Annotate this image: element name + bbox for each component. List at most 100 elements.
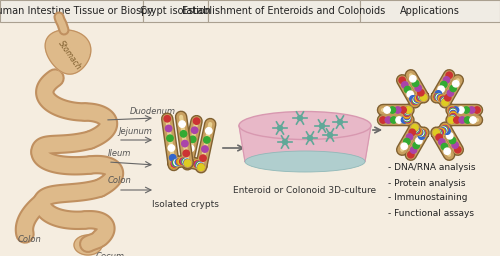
Text: Human Intestine Tissue or Biospy: Human Intestine Tissue or Biospy: [0, 6, 154, 16]
Circle shape: [442, 98, 448, 104]
Circle shape: [438, 129, 444, 135]
Circle shape: [435, 91, 442, 97]
Circle shape: [407, 91, 414, 98]
Circle shape: [404, 110, 410, 116]
Circle shape: [418, 94, 425, 100]
Text: Applications: Applications: [400, 6, 460, 16]
Circle shape: [404, 86, 410, 93]
Circle shape: [180, 131, 186, 137]
Circle shape: [434, 94, 441, 100]
Text: Colon: Colon: [108, 176, 132, 185]
Circle shape: [412, 125, 418, 131]
Circle shape: [328, 133, 332, 137]
Circle shape: [182, 158, 188, 165]
Circle shape: [442, 124, 448, 131]
Circle shape: [452, 142, 458, 148]
Circle shape: [404, 108, 410, 114]
Circle shape: [298, 115, 302, 121]
Circle shape: [444, 148, 450, 154]
Circle shape: [278, 125, 282, 131]
Circle shape: [414, 127, 420, 134]
Circle shape: [450, 114, 456, 121]
Circle shape: [396, 117, 402, 123]
Circle shape: [413, 142, 420, 149]
Circle shape: [172, 160, 178, 167]
Circle shape: [442, 125, 448, 131]
Polygon shape: [45, 30, 91, 74]
Circle shape: [449, 107, 456, 114]
Circle shape: [186, 154, 192, 161]
Circle shape: [402, 117, 407, 123]
Circle shape: [444, 128, 450, 134]
Circle shape: [380, 117, 386, 123]
Circle shape: [412, 126, 418, 132]
Circle shape: [468, 107, 475, 113]
Ellipse shape: [245, 151, 365, 172]
Circle shape: [412, 99, 418, 105]
Circle shape: [446, 133, 453, 139]
Text: - DNA/RNA analysis: - DNA/RNA analysis: [388, 164, 476, 173]
Circle shape: [192, 161, 199, 167]
Circle shape: [183, 159, 190, 165]
Circle shape: [420, 94, 427, 101]
Circle shape: [204, 137, 210, 143]
Circle shape: [171, 161, 177, 167]
Circle shape: [448, 107, 455, 113]
Circle shape: [404, 116, 411, 123]
Text: - Functional assays: - Functional assays: [388, 208, 474, 218]
Circle shape: [433, 130, 440, 136]
Circle shape: [454, 117, 460, 123]
Circle shape: [412, 98, 418, 105]
Circle shape: [440, 128, 446, 134]
Circle shape: [416, 95, 422, 101]
Text: Establishment of Enteroids and Colonoids: Establishment of Enteroids and Colonoids: [182, 6, 386, 16]
Circle shape: [178, 158, 184, 165]
Circle shape: [282, 140, 288, 144]
Circle shape: [200, 155, 206, 161]
Circle shape: [434, 94, 440, 100]
Circle shape: [412, 99, 418, 105]
Circle shape: [176, 158, 183, 165]
Text: Duodenum: Duodenum: [130, 107, 176, 116]
Circle shape: [450, 116, 456, 122]
Circle shape: [194, 161, 200, 167]
Circle shape: [442, 143, 448, 150]
Circle shape: [404, 116, 410, 122]
Polygon shape: [74, 235, 102, 255]
Circle shape: [184, 159, 190, 166]
Circle shape: [418, 130, 424, 136]
Circle shape: [446, 72, 452, 78]
Circle shape: [452, 81, 459, 87]
Circle shape: [420, 94, 426, 100]
Circle shape: [390, 117, 397, 123]
Circle shape: [186, 160, 192, 166]
Circle shape: [399, 77, 406, 83]
Bar: [0, 0, 142, 22]
Circle shape: [190, 160, 196, 166]
Circle shape: [439, 95, 446, 102]
Circle shape: [440, 127, 447, 133]
Circle shape: [444, 77, 450, 83]
Circle shape: [413, 127, 420, 133]
Polygon shape: [239, 125, 371, 162]
Circle shape: [404, 138, 410, 145]
Text: Cecum: Cecum: [96, 252, 125, 256]
Circle shape: [438, 86, 444, 92]
Circle shape: [454, 146, 461, 153]
Text: Ileum: Ileum: [108, 149, 132, 158]
Circle shape: [442, 126, 448, 132]
Circle shape: [184, 161, 190, 167]
Circle shape: [414, 96, 420, 102]
Circle shape: [184, 161, 191, 167]
Circle shape: [385, 117, 392, 123]
Text: Enteroid or Colonoid 3D-culture: Enteroid or Colonoid 3D-culture: [234, 186, 376, 195]
Circle shape: [450, 111, 456, 118]
Circle shape: [470, 117, 476, 123]
Circle shape: [474, 107, 480, 113]
Circle shape: [184, 160, 191, 166]
Circle shape: [195, 161, 202, 168]
Circle shape: [402, 82, 408, 88]
Circle shape: [170, 161, 177, 168]
Circle shape: [404, 109, 410, 115]
Circle shape: [449, 116, 456, 123]
